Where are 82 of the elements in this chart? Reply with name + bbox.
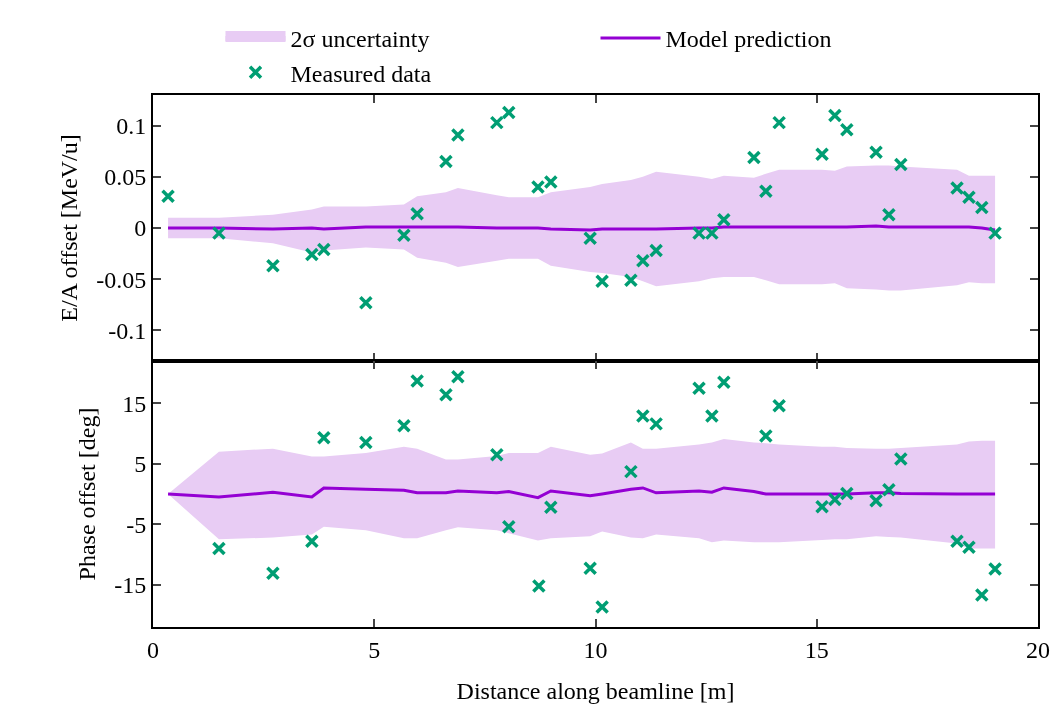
point <box>594 273 610 289</box>
point <box>489 447 505 462</box>
point <box>396 418 412 433</box>
point <box>893 451 909 467</box>
point <box>489 115 505 130</box>
point <box>635 253 651 268</box>
point <box>716 374 732 390</box>
point <box>827 492 843 507</box>
y-tick-label: -0.1 <box>108 317 147 344</box>
point <box>758 428 774 444</box>
point <box>961 539 977 555</box>
point <box>623 272 639 288</box>
point <box>635 408 651 424</box>
point <box>531 578 547 594</box>
point <box>409 373 425 389</box>
legend-label: Model prediction <box>665 26 832 53</box>
point <box>716 212 732 228</box>
point <box>582 230 598 246</box>
point <box>648 416 664 432</box>
point <box>623 464 639 479</box>
point <box>839 122 855 138</box>
y-tick-label: 0.1 <box>116 113 147 140</box>
point <box>893 157 909 172</box>
point <box>974 200 990 215</box>
point <box>704 408 720 424</box>
point <box>409 206 425 221</box>
point <box>304 533 320 549</box>
x-tick-label: 5 <box>368 636 381 663</box>
point <box>594 599 610 615</box>
point <box>265 565 281 581</box>
legend-label: 2σ uncertainty <box>290 26 430 53</box>
point <box>814 147 830 162</box>
y-tick-label: 0.05 <box>104 164 147 191</box>
x-tick-label: 10 <box>583 636 608 663</box>
y-tick-label: -0.05 <box>96 266 147 293</box>
point <box>211 225 227 241</box>
point <box>450 127 466 143</box>
point <box>987 225 1003 241</box>
point <box>758 183 774 199</box>
point <box>648 243 664 258</box>
line-series <box>166 486 997 500</box>
point <box>160 189 176 204</box>
point <box>949 180 965 196</box>
point <box>211 541 227 556</box>
y-tick-label: -15 <box>114 572 147 599</box>
point <box>949 533 965 549</box>
point <box>582 561 598 576</box>
point <box>814 499 830 514</box>
x-axis-title: Distance along beamline [m] <box>456 677 735 704</box>
point <box>961 190 977 205</box>
y-tick-label: -5 <box>126 511 147 538</box>
point <box>543 500 559 515</box>
y-tick-label: 0 <box>134 215 147 242</box>
point <box>438 154 454 169</box>
x-tick-label: 20 <box>1026 636 1050 663</box>
legend-label: Measured data <box>290 60 432 87</box>
y-tick-label: 5 <box>134 451 147 478</box>
y-axis-title: E/A offset [MeV/u] <box>55 134 82 322</box>
point <box>868 493 884 508</box>
point <box>265 258 281 274</box>
point <box>881 207 897 222</box>
point <box>868 145 884 160</box>
point <box>987 561 1003 577</box>
x-tick-label: 15 <box>804 636 829 663</box>
point <box>771 398 787 413</box>
point <box>358 435 374 450</box>
point <box>450 369 466 384</box>
point <box>501 519 517 534</box>
y-axis-title: Phase offset [deg] <box>73 407 100 581</box>
point <box>501 105 517 120</box>
point <box>746 150 762 165</box>
point <box>691 380 707 396</box>
y-tick-label: 15 <box>122 390 147 417</box>
point <box>316 430 332 446</box>
point <box>881 482 897 498</box>
point <box>358 295 374 310</box>
point <box>771 115 787 130</box>
point <box>396 227 412 243</box>
point <box>827 108 843 123</box>
point <box>438 387 454 403</box>
point <box>839 486 855 501</box>
point <box>974 587 990 603</box>
